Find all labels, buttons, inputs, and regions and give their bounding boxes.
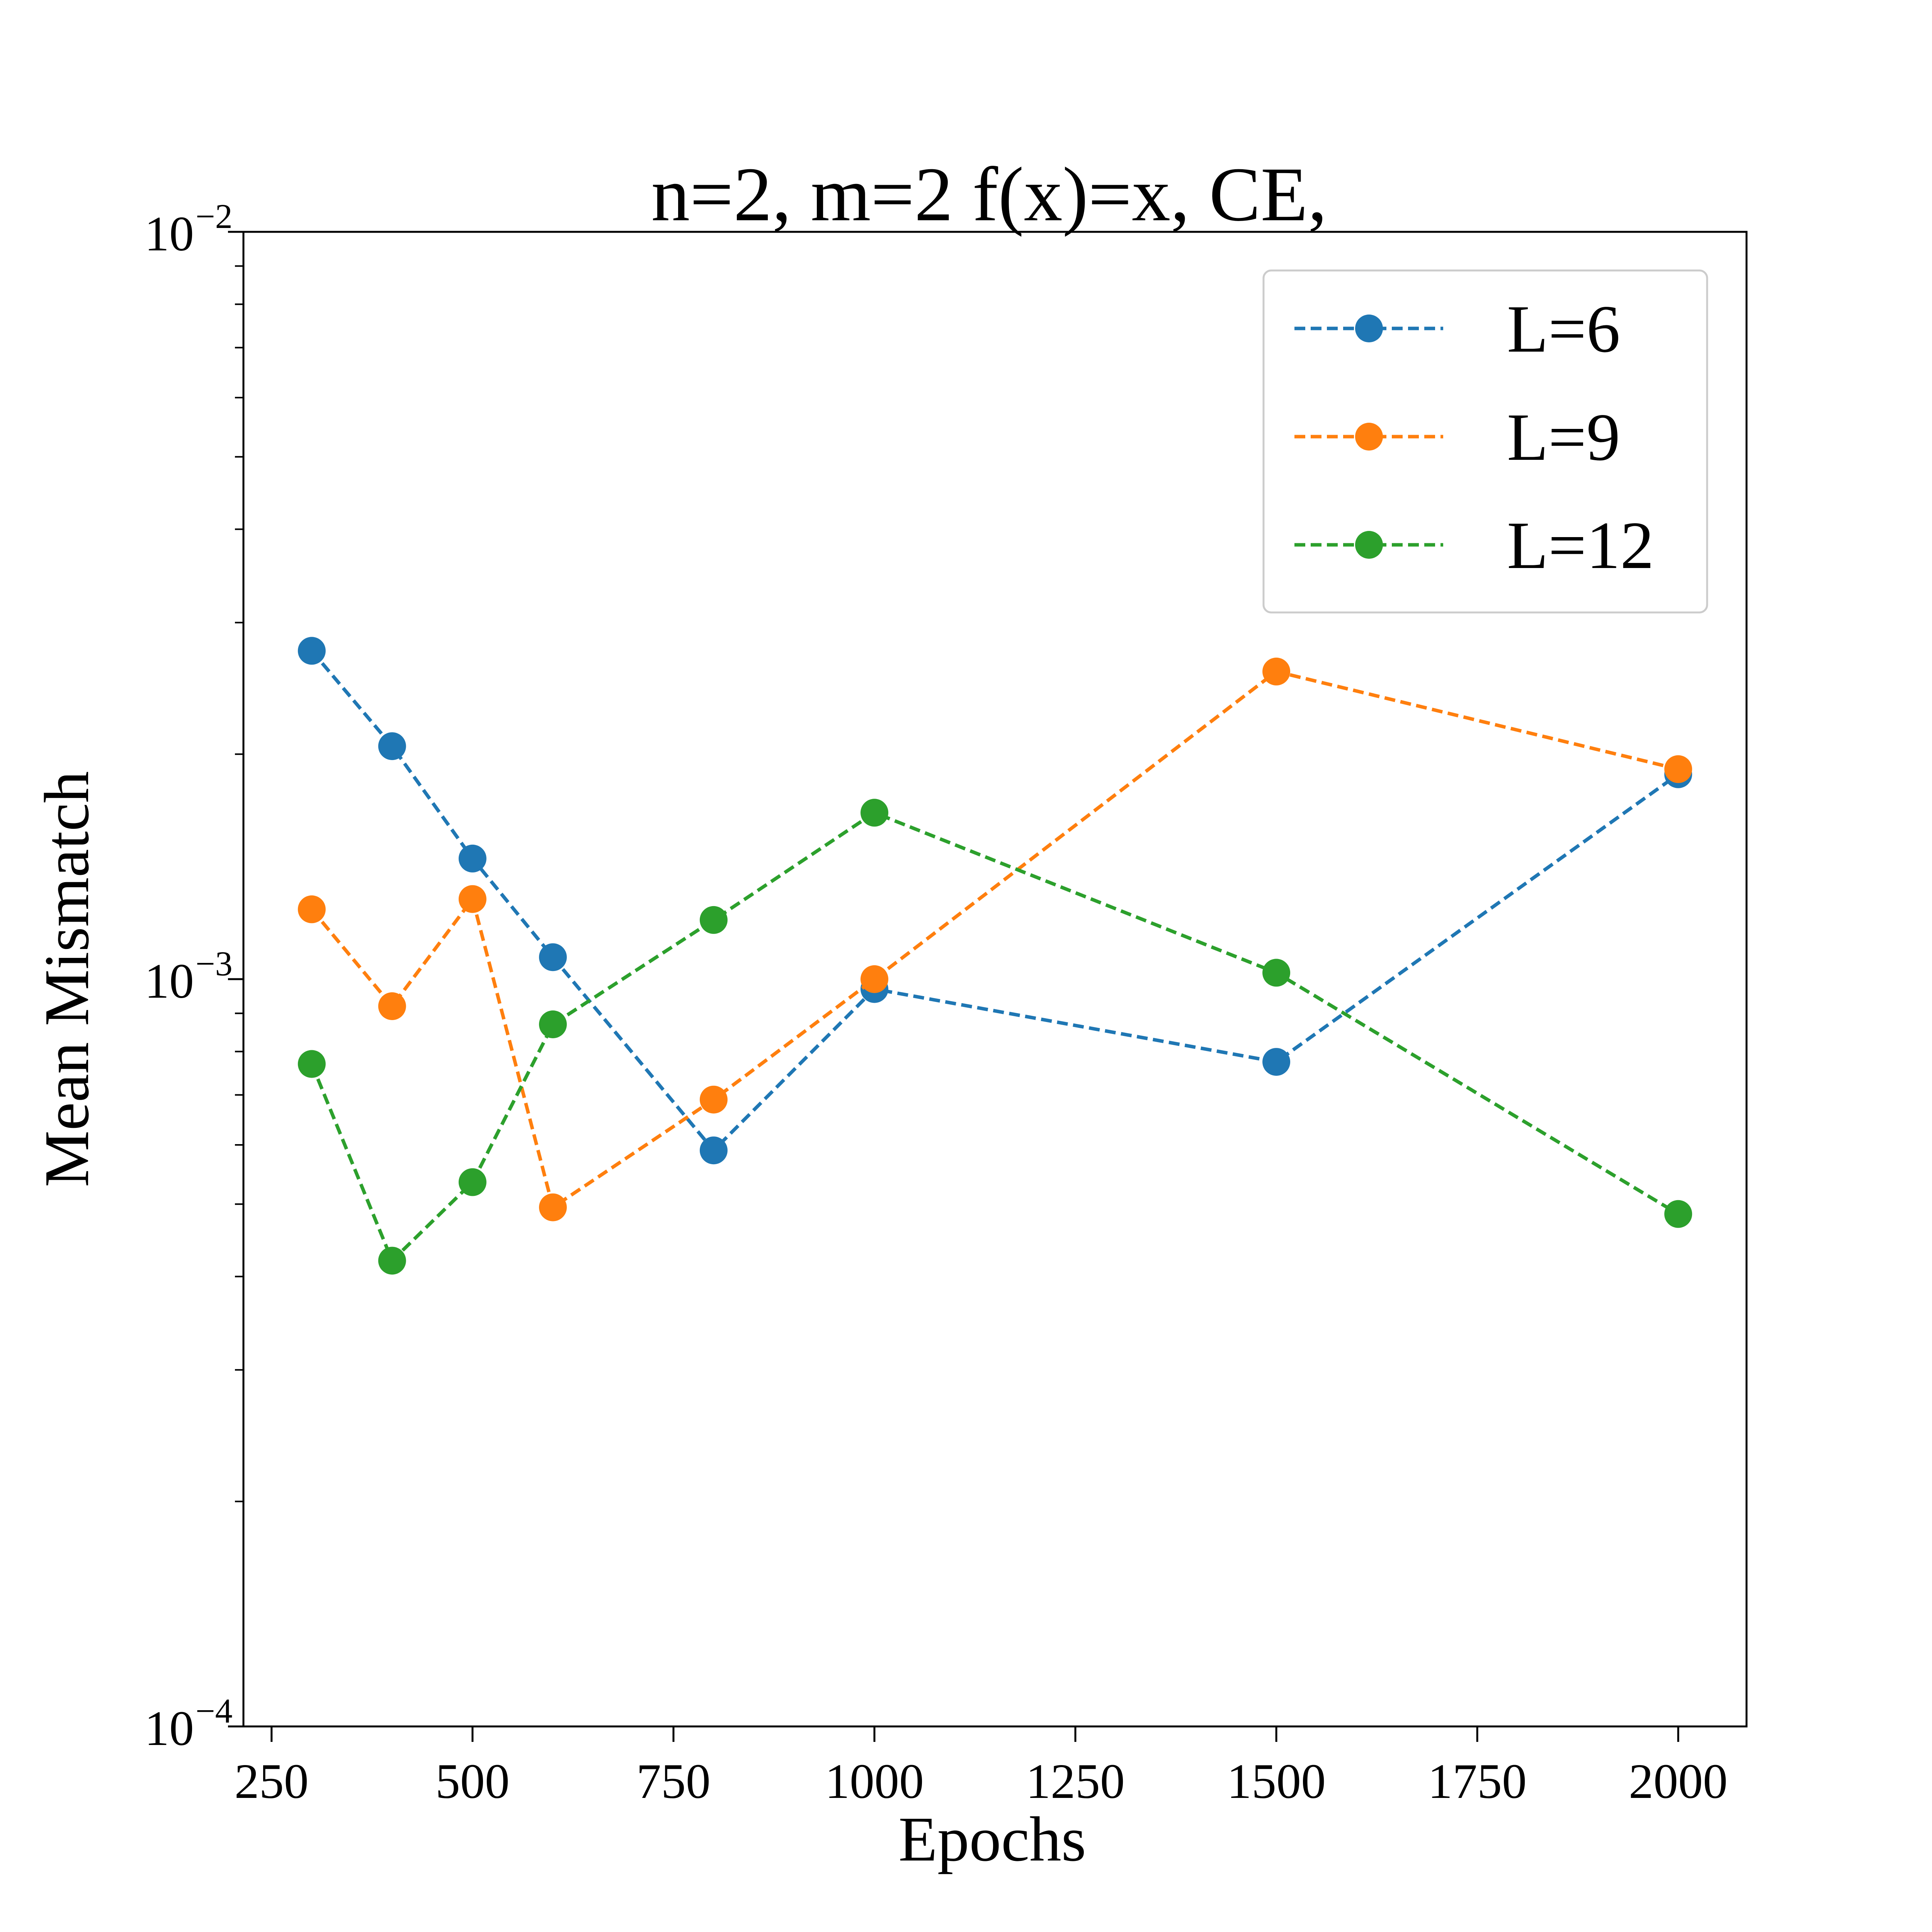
- legend-label: L=9: [1507, 400, 1620, 474]
- data-point: [298, 895, 326, 923]
- chart-title: n=2, m=2 f(x)=x, CE,: [651, 152, 1327, 237]
- y-tick-exponent: −4: [196, 1692, 233, 1730]
- y-tick-label: 10: [145, 1701, 194, 1756]
- y-tick-exponent: −3: [196, 945, 233, 983]
- legend-marker: [1355, 423, 1383, 451]
- data-point: [298, 637, 326, 665]
- data-point: [861, 965, 888, 993]
- data-point: [699, 1085, 728, 1114]
- plot-area: [298, 637, 1692, 1275]
- series-line: [310, 670, 1679, 1210]
- legend-item-L=9: L=9: [1294, 400, 1620, 474]
- data-point: [1262, 657, 1291, 685]
- data-point: [699, 906, 728, 934]
- data-point: [539, 1193, 567, 1221]
- data-point: [378, 992, 406, 1020]
- data-point: [458, 885, 486, 913]
- data-point: [458, 1168, 486, 1196]
- data-point: [378, 732, 406, 760]
- y-axis-label: Mean Mismatch: [31, 771, 102, 1187]
- legend: L=6 L=9 L=12: [1262, 269, 1708, 614]
- x-tick-label: 1000: [825, 1754, 924, 1809]
- series-L=9: [298, 657, 1692, 1221]
- data-point: [1664, 1200, 1692, 1228]
- x-tick-label: 250: [235, 1754, 309, 1809]
- series-L=12: [298, 799, 1692, 1275]
- series-line: [310, 650, 1679, 1153]
- x-tick-label: 500: [435, 1754, 510, 1809]
- legend-label: L=12: [1507, 508, 1654, 583]
- x-tick-label: 1250: [1026, 1754, 1125, 1809]
- data-point: [378, 1247, 406, 1275]
- data-point: [298, 1050, 326, 1078]
- data-point: [539, 1010, 567, 1038]
- legend-label: L=6: [1507, 291, 1620, 366]
- y-tick-label: 10: [145, 206, 194, 261]
- data-point: [539, 943, 567, 971]
- series-line: [310, 811, 1679, 1264]
- legend-item-L=12: L=12: [1294, 508, 1654, 583]
- x-axis: 250 500 750 1000 1250 1500 1750 2000: [235, 1726, 1728, 1809]
- legend-box: [1262, 269, 1708, 614]
- legend-marker: [1355, 531, 1383, 559]
- y-tick-exponent: −2: [196, 197, 233, 236]
- data-point: [699, 1136, 728, 1165]
- data-point: [861, 799, 888, 827]
- legend-marker: [1355, 315, 1383, 342]
- data-point: [1262, 959, 1291, 987]
- legend-item-L=6: L=6: [1294, 291, 1620, 366]
- x-tick-label: 750: [636, 1754, 711, 1809]
- data-point: [1262, 1048, 1291, 1076]
- x-tick-label: 1500: [1227, 1754, 1326, 1809]
- x-tick-label: 2000: [1629, 1754, 1728, 1809]
- data-point: [1664, 755, 1692, 783]
- y-axis: 10−210−310−4: [145, 197, 243, 1756]
- x-tick-label: 1750: [1428, 1754, 1527, 1809]
- y-tick-label: 10: [145, 954, 194, 1009]
- x-axis-label: Epochs: [898, 1804, 1086, 1874]
- data-point: [458, 844, 486, 872]
